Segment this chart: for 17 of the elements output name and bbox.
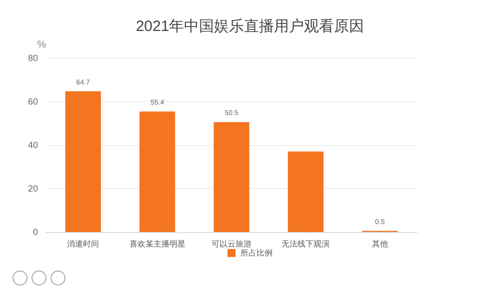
bar [214, 122, 250, 232]
chart-title: 2021年中国娱乐直播用户观看原因 [136, 18, 364, 35]
y-tick-label: 20 [28, 184, 38, 194]
y-tick-label: 80 [28, 53, 38, 63]
x-tick-label: 可以云旅游 [212, 240, 252, 248]
x-tick-label: 其他 [372, 240, 388, 248]
bar [65, 91, 101, 232]
y-axis-title: % [37, 40, 46, 50]
bar [139, 112, 176, 232]
y-tick-label: 60 [28, 96, 38, 106]
legend-label: 所占比例 [240, 248, 272, 258]
bar [288, 152, 324, 232]
x-tick-label: 无法线下观演 [282, 240, 330, 248]
x-tick-label: 消遣时间 [67, 240, 100, 248]
y-tick-label: 0 [32, 227, 38, 237]
x-tick-label: 喜欢某主播明星 [129, 240, 186, 248]
y-tick-label: 40 [28, 140, 38, 150]
